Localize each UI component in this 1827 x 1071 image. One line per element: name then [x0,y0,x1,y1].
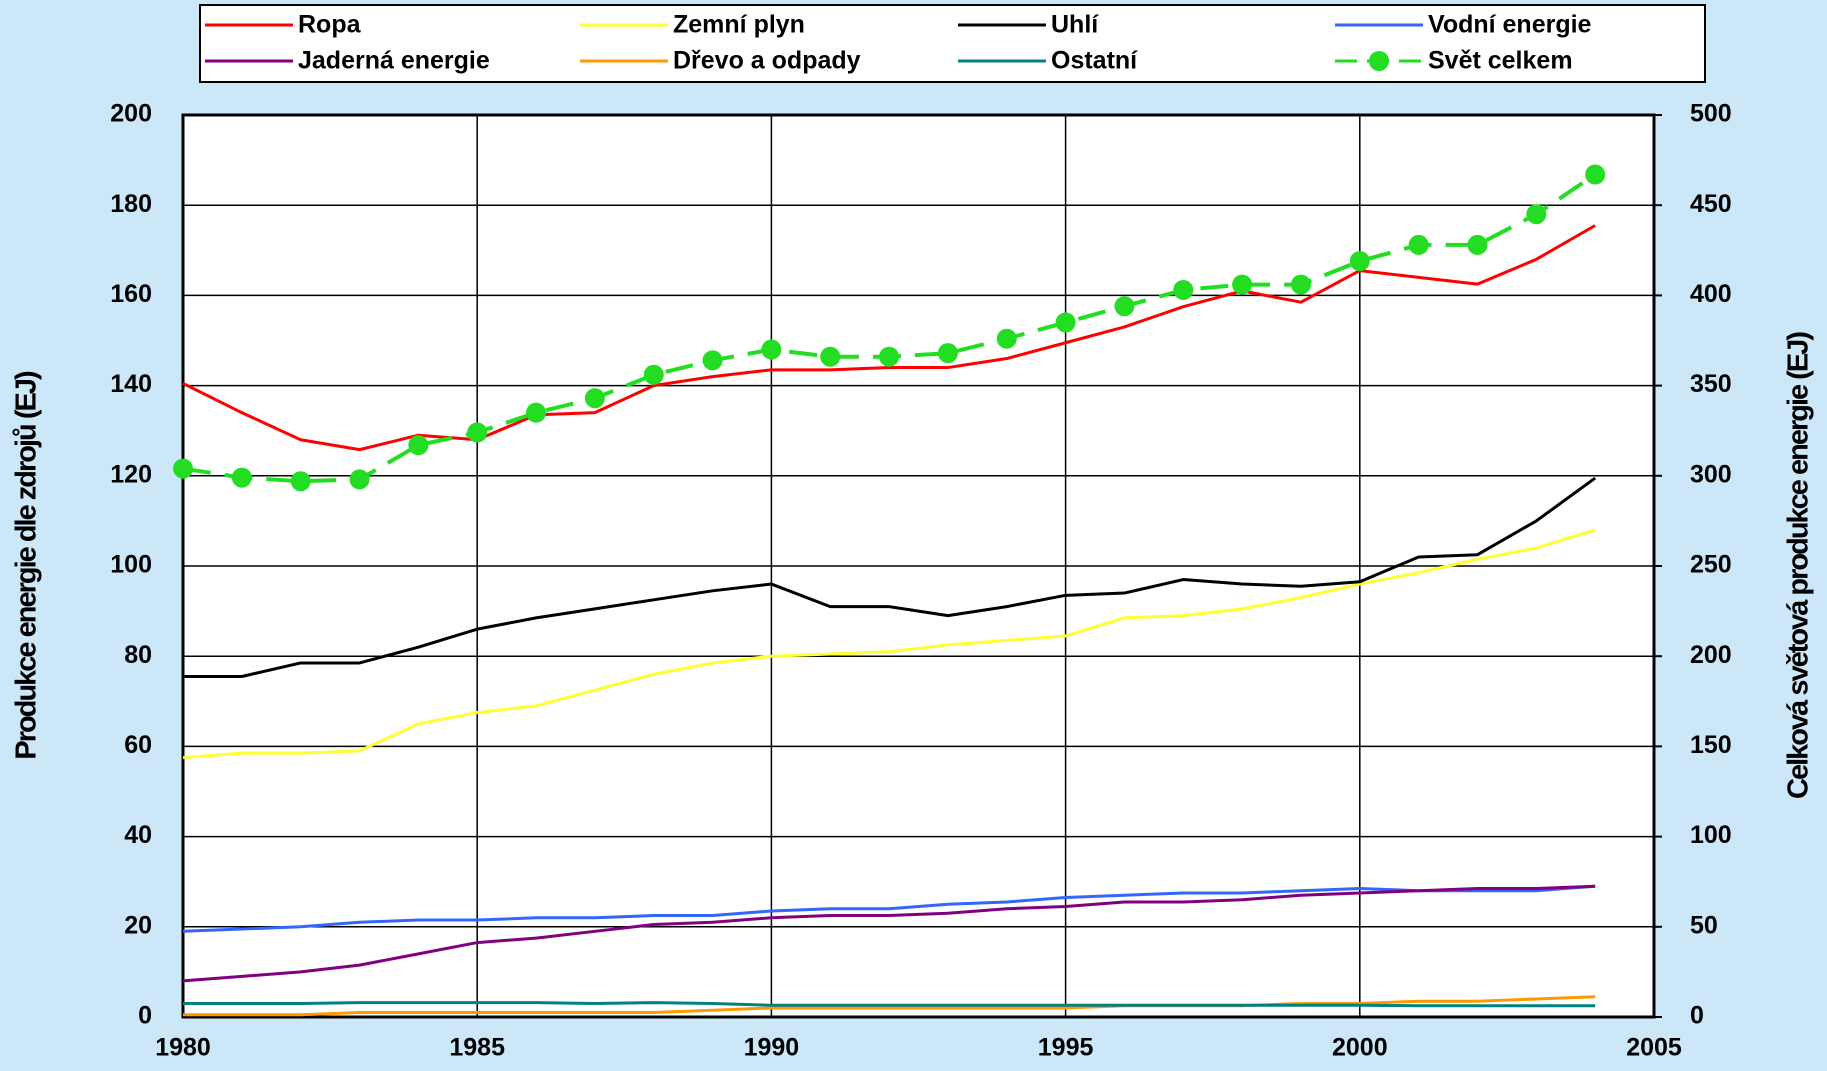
y2-tick-label: 350 [1690,370,1732,398]
y2-tick-label: 300 [1690,460,1732,488]
series-marker [1055,312,1076,333]
series-line [183,995,1596,1017]
legend-box [199,4,1706,83]
y-tick-label: 160 [110,280,152,308]
series-marker [408,435,429,456]
series-marker [996,328,1017,349]
series-marker [173,458,193,479]
y-tick-label: 40 [124,821,152,849]
series-marker [820,346,841,367]
series-marker [1290,274,1311,295]
series-marker [761,339,782,360]
series-marker [879,346,900,367]
legend-label: Dřevo a odpady [673,47,861,75]
series-line [182,884,1596,933]
series-marker [1232,274,1253,295]
legend-marker [1369,51,1389,71]
y2-tick-label: 200 [1690,641,1732,669]
series-line [183,476,1597,678]
series-line [182,884,1596,983]
series-marker [643,364,664,385]
legend-label: Uhlí [1051,11,1099,39]
series-line [183,1001,1596,1008]
y2-axis-title: Celková světová produkce energie (EJ) [1783,332,1815,799]
y2-tick-label: 0 [1690,1002,1704,1030]
x-tick-label: 1990 [744,1034,800,1062]
series-marker [1349,251,1370,272]
y2-tick-label: 50 [1690,911,1718,939]
y2-tick-label: 150 [1690,731,1732,759]
series-marker [1467,234,1488,255]
legend-label: Vodní energie [1428,11,1592,39]
plot-border [181,113,1656,1019]
y-tick-label: 20 [124,911,152,939]
y-tick-label: 200 [110,100,152,128]
legend-label: Zemní plyn [673,11,805,39]
legend-label: Ropa [298,11,362,39]
y-tick-label: 180 [110,190,152,218]
y2-tick-label: 400 [1690,280,1732,308]
y2-tick-label: 500 [1690,100,1732,128]
series-marker [937,343,958,364]
series-marker [1526,204,1547,225]
series-marker [349,469,370,490]
y-tick-label: 140 [110,370,152,398]
y2-tick-label: 250 [1690,551,1732,579]
y-tick-label: 60 [124,731,152,759]
x-tick-label: 2005 [1626,1034,1682,1062]
y-tick-label: 80 [124,641,152,669]
x-tick-label: 1980 [155,1034,211,1062]
legend-label: Ostatní [1051,47,1138,75]
series-marker [526,402,547,423]
legend-label: Svět celkem [1428,47,1573,75]
series-marker [290,471,311,492]
y2-tick-label: 450 [1690,190,1732,218]
x-tick-label: 2000 [1332,1034,1388,1062]
series-marker [1114,296,1135,317]
series-marker [1173,279,1194,300]
x-tick-label: 1995 [1038,1034,1094,1062]
y2-tick-label: 100 [1690,821,1732,849]
series-marker [702,350,723,371]
x-tick-label: 1985 [449,1034,505,1062]
y-tick-label: 0 [138,1002,152,1030]
series-marker [1585,164,1606,185]
y-axis-title: Produkce energie dle zdrojů (EJ) [11,371,43,760]
series-marker [584,388,605,409]
series-line [182,528,1596,760]
legend-label: Jaderná energie [298,47,490,75]
y-tick-label: 120 [110,460,152,488]
series-marker [231,467,252,488]
y-tick-label: 100 [110,551,152,579]
series-marker [1408,234,1429,255]
series-marker [467,422,488,443]
